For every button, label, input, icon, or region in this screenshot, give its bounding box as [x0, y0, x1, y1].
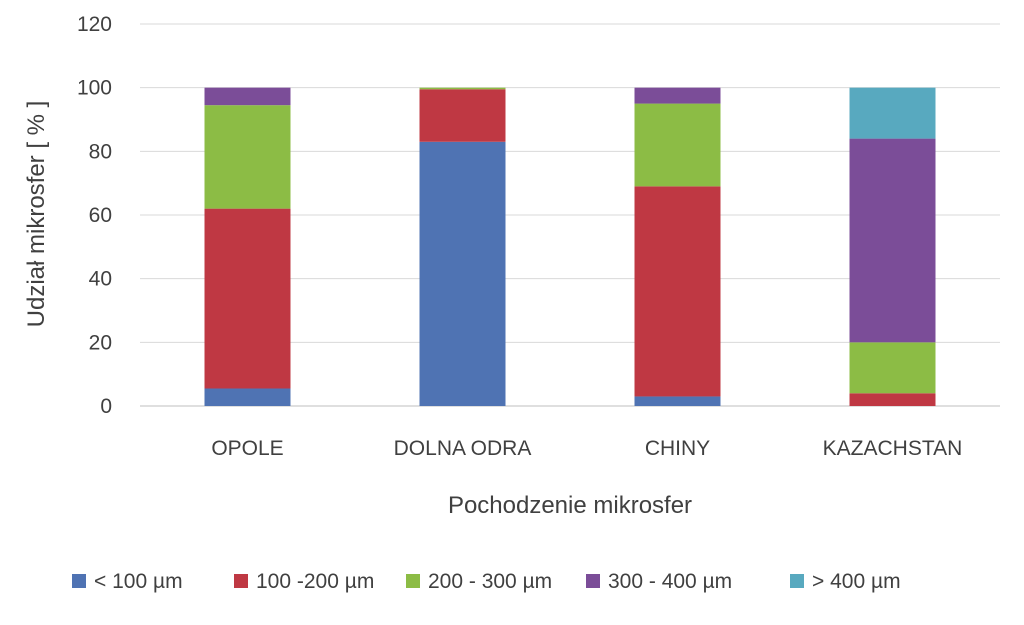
y-tick-label: 0 [100, 395, 112, 418]
legend: < 100 µm 100 -200 µm 200 - 300 µm 300 - 400… [72, 570, 901, 593]
legend-swatch [586, 574, 600, 588]
y-tick-label: 20 [89, 331, 112, 354]
y-tick-label: 100 [77, 77, 112, 100]
legend-swatch [72, 574, 86, 588]
legend-swatch [234, 574, 248, 588]
bar-segment [634, 396, 721, 406]
legend-label: 300 - 400 µm [608, 570, 732, 593]
x-axis-title: Pochodzenie mikrosfer [448, 492, 692, 519]
x-category-label: OPOLE [211, 437, 283, 460]
y-tick-labels: 0 20 40 60 80 100 120 [77, 13, 112, 418]
y-axis-title: Udział mikrosfer [ % ] [23, 101, 50, 328]
legend-label: 100 -200 µm [256, 570, 374, 593]
legend-label: 200 - 300 µm [428, 570, 552, 593]
bar-segment [204, 87, 291, 106]
bars [204, 87, 936, 407]
x-category-label: DOLNA ODRA [394, 437, 532, 460]
bar-segment [204, 208, 291, 389]
bar-segment [849, 138, 936, 343]
bar-segment [204, 388, 291, 406]
legend-swatch [406, 574, 420, 588]
bar-segment [634, 103, 721, 187]
legend-swatch [790, 574, 804, 588]
y-tick-label: 40 [89, 268, 112, 291]
y-tick-label: 80 [89, 140, 112, 163]
y-tick-label: 60 [89, 204, 112, 227]
bar-segment [634, 87, 721, 104]
bar-segment [419, 141, 506, 407]
x-category-label: KAZACHSTAN [823, 437, 963, 460]
bar-segment [849, 393, 936, 406]
legend-label: > 400 µm [812, 570, 901, 593]
y-tick-label: 120 [77, 13, 112, 36]
bar-segment [419, 87, 506, 90]
bar-segment [204, 105, 291, 209]
bar-segment [849, 342, 936, 394]
x-category-labels: OPOLE DOLNA ODRA CHINY KAZACHSTAN [211, 437, 962, 460]
bar-segment [849, 87, 936, 139]
bar-segment [634, 186, 721, 397]
bar-segment [419, 89, 506, 142]
x-category-label: CHINY [645, 437, 710, 460]
legend-label: < 100 µm [94, 570, 183, 593]
